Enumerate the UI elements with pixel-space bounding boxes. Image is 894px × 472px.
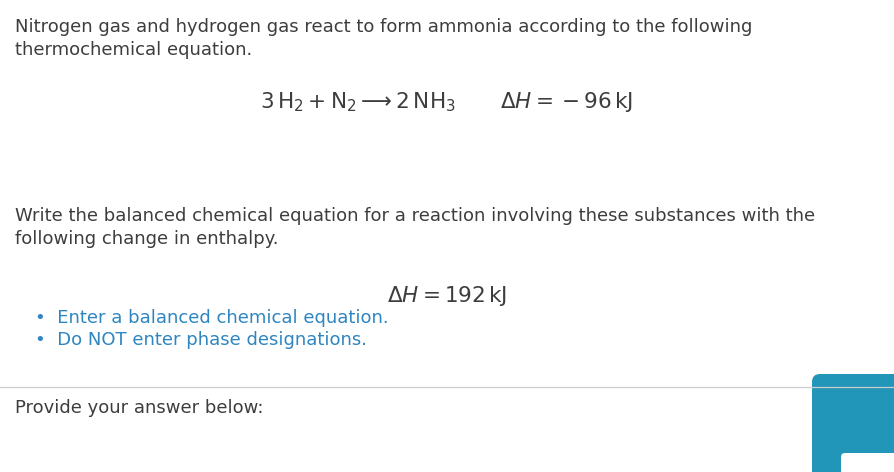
Text: $\Delta H = 192\,\mathrm{kJ}$: $\Delta H = 192\,\mathrm{kJ}$ — [386, 284, 507, 308]
Text: •  Enter a balanced chemical equation.: • Enter a balanced chemical equation. — [35, 309, 388, 327]
Text: following change in enthalpy.: following change in enthalpy. — [15, 230, 278, 248]
Text: thermochemical equation.: thermochemical equation. — [15, 41, 252, 59]
Text: $\Delta H = -96\,\mathrm{kJ}$: $\Delta H = -96\,\mathrm{kJ}$ — [500, 90, 632, 114]
Text: Write the balanced chemical equation for a reaction involving these substances w: Write the balanced chemical equation for… — [15, 207, 814, 225]
FancyBboxPatch shape — [840, 453, 894, 472]
Text: •  Do NOT enter phase designations.: • Do NOT enter phase designations. — [35, 331, 367, 349]
FancyBboxPatch shape — [811, 374, 894, 472]
Text: Provide your answer below:: Provide your answer below: — [15, 399, 263, 417]
Text: $3\,\mathrm{H_2} + \mathrm{N_2} \longrightarrow 2\,\mathrm{NH_3}$: $3\,\mathrm{H_2} + \mathrm{N_2} \longrig… — [260, 90, 455, 114]
Text: Nitrogen gas and hydrogen gas react to form ammonia according to the following: Nitrogen gas and hydrogen gas react to f… — [15, 18, 752, 36]
